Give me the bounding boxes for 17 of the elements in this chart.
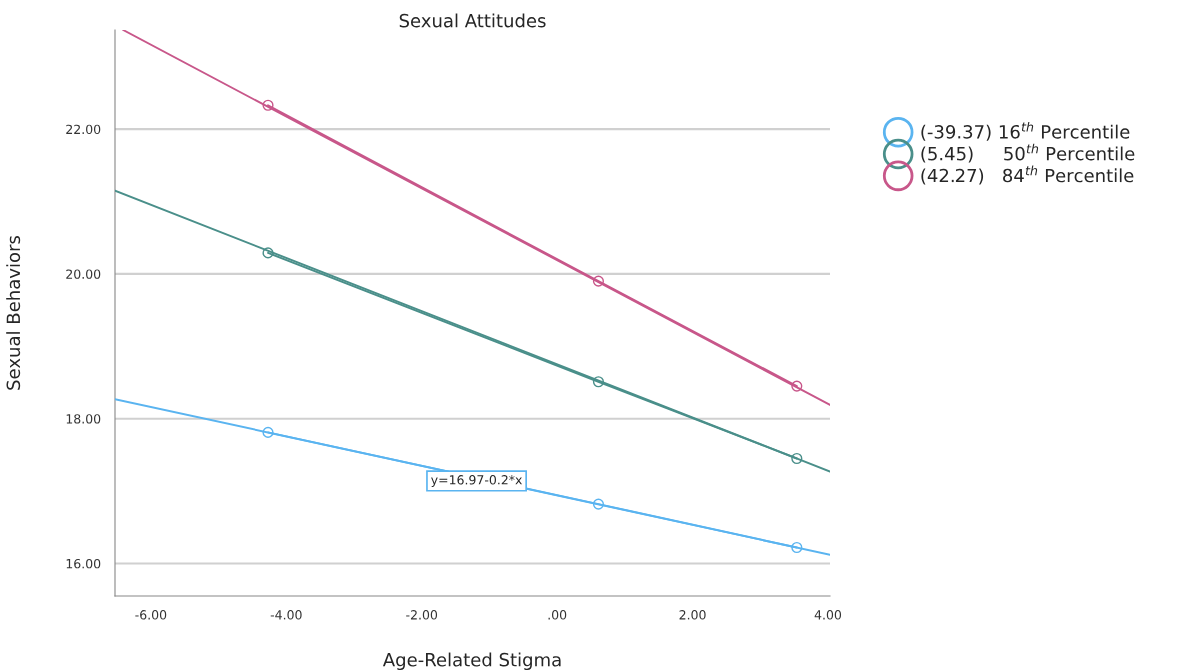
y-tick-label: 18.00 [66, 414, 101, 424]
x-tick-label: -2.00 [406, 610, 438, 620]
x-tick-label: 4.00 [814, 610, 842, 620]
y-tick-label: 22.00 [66, 124, 101, 135]
x-axis-title: Age-Related Stigma [382, 652, 561, 671]
x-tick-label: -6.00 [135, 610, 167, 620]
y-tick-label: 16.00 [66, 558, 101, 569]
x-tick-label: 2.00 [679, 610, 706, 620]
legend-label: (42.27) 84$^{th}$ Percentile [921, 165, 1134, 185]
legend-label: (-39.37) 16$^{th}$ Percentile [921, 121, 1130, 141]
x-tick-label: -4.00 [270, 610, 302, 620]
y-tick-label: 20.00 [66, 269, 101, 279]
x-tick-label: .00 [548, 610, 567, 620]
y-axis-title: Sexual Behaviors [6, 235, 21, 390]
legend-label: (5.45) 50$^{th}$ Percentile [921, 143, 1135, 163]
annotation: y=16.97-0.2*x [431, 475, 522, 487]
chart-title: Sexual Attitudes [399, 13, 546, 28]
